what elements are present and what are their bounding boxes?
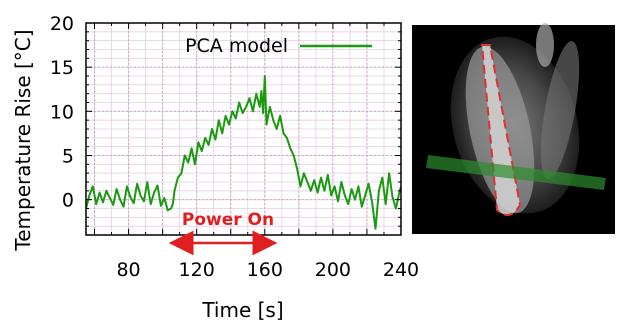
y-tick-label: 15	[50, 57, 74, 79]
x-tick-label: 160	[247, 259, 283, 281]
x-tick-label: 200	[315, 259, 351, 281]
y-tick-label: 10	[50, 101, 74, 123]
legend: PCA model	[185, 35, 372, 57]
y-tick-label: 20	[50, 13, 74, 35]
x-tick-label: 80	[116, 259, 140, 281]
x-tick-label: 120	[179, 259, 215, 281]
mr-scan-image	[412, 23, 615, 234]
y-tick-label: 5	[62, 146, 74, 168]
x-axis-title: Time [s]	[201, 298, 283, 322]
series-layer	[86, 75, 401, 230]
power-on-label: Power On	[182, 210, 274, 230]
legend-label: PCA model	[185, 35, 288, 57]
y-tick-label: 0	[62, 190, 74, 212]
x-tick-label: 240	[383, 259, 419, 281]
ticks-layer: 80 120 160 200 240 0 5 10 15 20	[50, 13, 419, 281]
series-line-pca-model	[86, 75, 401, 230]
y-axis-title: Temperature Rise [°C]	[11, 29, 35, 251]
power-on-annotation: Power On	[168, 210, 278, 256]
